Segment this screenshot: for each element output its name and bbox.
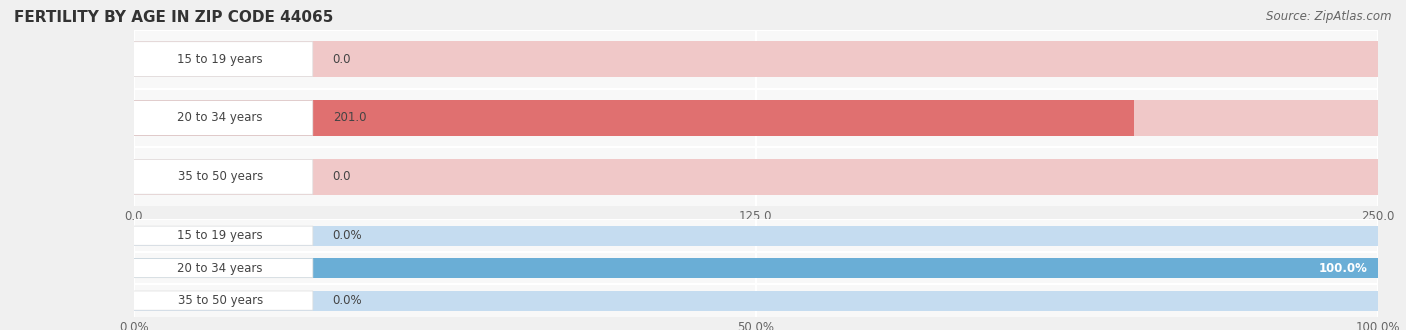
Text: 100.0%: 100.0% [1319,262,1368,275]
Text: 0.0: 0.0 [333,52,352,66]
Text: 0.0: 0.0 [333,170,352,183]
Text: 15 to 19 years: 15 to 19 years [177,229,263,242]
Bar [134,100,1135,136]
Bar [134,226,1378,246]
Text: 0.0%: 0.0% [333,229,363,242]
Text: 35 to 50 years: 35 to 50 years [177,170,263,183]
FancyBboxPatch shape [132,42,312,77]
Bar [134,41,1378,77]
Text: FERTILITY BY AGE IN ZIP CODE 44065: FERTILITY BY AGE IN ZIP CODE 44065 [14,10,333,25]
Bar [134,219,1378,252]
Bar [134,100,1378,136]
Text: 0.0%: 0.0% [333,294,363,307]
Bar [134,88,1378,148]
FancyBboxPatch shape [132,101,312,135]
Text: 201.0: 201.0 [333,112,366,124]
FancyBboxPatch shape [132,226,314,245]
FancyBboxPatch shape [132,159,312,194]
Text: 35 to 50 years: 35 to 50 years [177,294,263,307]
Text: 15 to 19 years: 15 to 19 years [177,52,263,66]
Bar [134,290,1378,311]
Text: Source: ZipAtlas.com: Source: ZipAtlas.com [1267,10,1392,23]
Bar [134,159,1378,195]
Text: 20 to 34 years: 20 to 34 years [177,262,263,275]
Bar [134,148,1378,206]
Bar [134,258,1378,278]
FancyBboxPatch shape [132,291,314,310]
Bar [134,30,1378,88]
Text: 20 to 34 years: 20 to 34 years [177,112,263,124]
Bar [134,258,1378,278]
Bar [134,284,1378,317]
FancyBboxPatch shape [132,258,314,278]
Bar [134,252,1378,284]
